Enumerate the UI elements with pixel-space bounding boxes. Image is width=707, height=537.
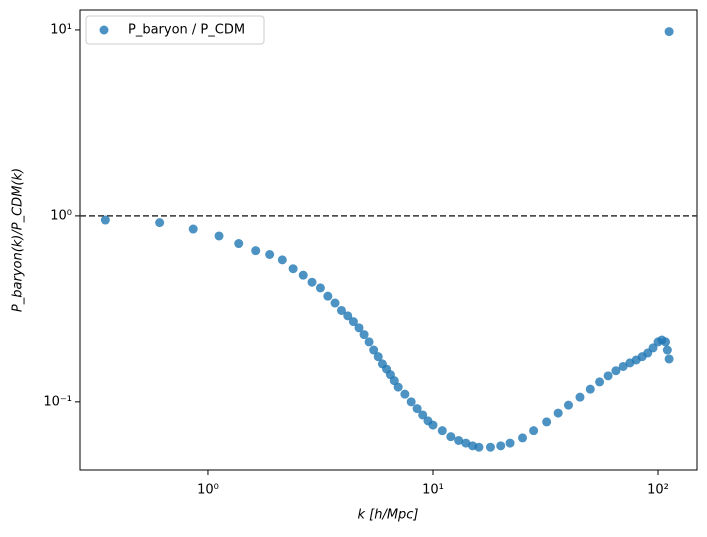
x-axis-label: k [h/Mpc] <box>357 508 418 523</box>
point <box>575 392 585 402</box>
point <box>474 442 484 452</box>
point <box>648 343 658 353</box>
point <box>518 433 528 443</box>
point <box>364 337 374 347</box>
point <box>418 410 428 420</box>
point <box>155 218 165 228</box>
point <box>343 311 353 321</box>
point <box>348 317 358 327</box>
point <box>485 442 495 452</box>
point <box>446 432 456 442</box>
point <box>400 389 410 399</box>
point <box>618 361 628 371</box>
y-tick-label: 10⁰ <box>50 208 72 223</box>
point <box>359 330 369 340</box>
point <box>406 397 416 407</box>
point <box>437 426 447 436</box>
point <box>369 345 379 355</box>
point <box>661 337 671 347</box>
y-axis-label: P_baryon(k)/P_CDM(k) <box>11 168 26 312</box>
point <box>188 224 198 234</box>
point <box>336 305 346 315</box>
point <box>323 291 333 301</box>
point <box>251 246 261 256</box>
point <box>542 417 552 427</box>
point <box>662 345 672 355</box>
point <box>288 264 298 274</box>
point <box>277 255 287 265</box>
point <box>265 249 275 259</box>
point <box>664 354 674 364</box>
point <box>454 435 464 445</box>
plot-frame <box>79 9 698 471</box>
point <box>428 420 438 430</box>
point <box>307 277 317 287</box>
point <box>461 438 471 448</box>
point <box>354 323 364 333</box>
y-tick-label: 10¹ <box>50 22 72 37</box>
x-tick-label: 10¹ <box>422 483 444 498</box>
point <box>553 408 563 418</box>
point <box>315 283 325 293</box>
point <box>298 270 308 280</box>
point <box>595 377 605 387</box>
point <box>529 426 539 436</box>
point <box>389 376 399 386</box>
point <box>496 441 506 451</box>
point <box>611 366 621 376</box>
legend-label: P_baryon / P_CDM <box>128 23 245 38</box>
point <box>373 352 383 362</box>
x-tick-label: 10⁰ <box>197 483 219 498</box>
point <box>234 239 244 249</box>
y-tick-label: 10⁻¹ <box>43 394 72 409</box>
legend-marker <box>99 25 109 35</box>
point <box>603 371 613 381</box>
point <box>664 27 674 37</box>
point <box>585 384 595 394</box>
point <box>214 231 224 241</box>
legend-box <box>85 15 265 45</box>
point <box>100 215 110 225</box>
point <box>412 404 422 414</box>
point <box>393 382 403 392</box>
point <box>505 438 515 448</box>
x-tick-label: 10² <box>647 483 669 498</box>
point <box>330 298 340 308</box>
point <box>563 400 573 410</box>
